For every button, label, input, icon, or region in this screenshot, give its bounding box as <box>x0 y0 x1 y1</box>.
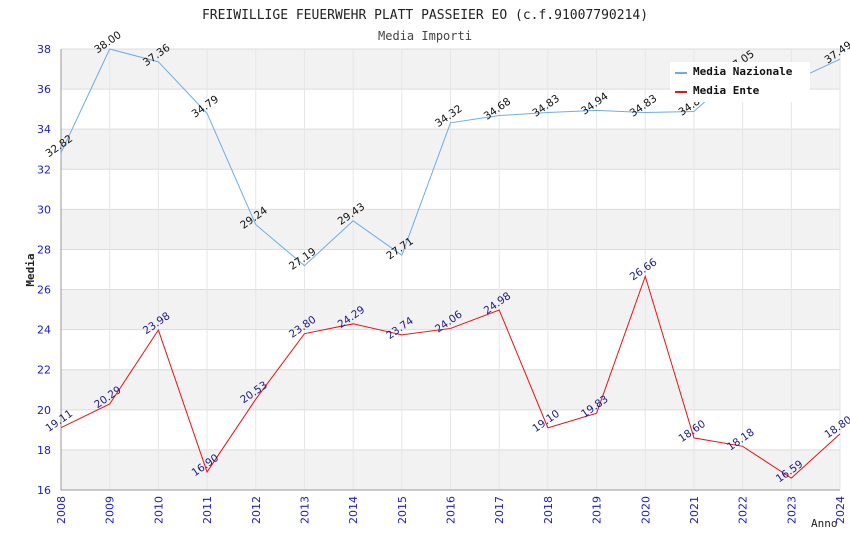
chart-title: FREIWILLIGE FEUERWEHR PLATT PASSEIER EO … <box>202 8 648 23</box>
legend-label-ente: Media Ente <box>693 84 760 97</box>
legend: Media Nazionale Media Ente <box>670 62 810 102</box>
x-axis-label: Anno <box>811 517 838 530</box>
x-tick-label: 2008 <box>55 496 68 524</box>
x-tick-label: 2020 <box>639 496 652 524</box>
x-tick-label: 2018 <box>542 496 555 524</box>
x-tick-label: 2017 <box>493 496 506 524</box>
x-tick-label: 2013 <box>298 496 311 524</box>
y-tick-label: 24 <box>37 324 51 337</box>
y-tick-label: 18 <box>37 444 51 457</box>
x-tick-labels: 2008 2009 2010 2011 2012 2013 2014 2015 2016 2017… <box>55 496 847 524</box>
x-tick-label: 2016 <box>445 496 458 524</box>
x-tick-label: 2021 <box>688 496 701 524</box>
y-tick-labels: 16 18 20 22 24 26 28 30 32 34 36 38 <box>37 43 51 497</box>
legend-background <box>670 62 810 102</box>
y-tick-label: 26 <box>37 284 51 297</box>
y-tick-label: 38 <box>37 43 51 56</box>
x-tick-label: 2023 <box>785 496 798 524</box>
chart-subtitle: Media Importi <box>378 29 472 43</box>
legend-label-nazionale: Media Nazionale <box>693 65 793 78</box>
y-tick-label: 30 <box>37 203 51 216</box>
x-tick-label: 2014 <box>347 496 360 524</box>
x-tick-label: 2024 <box>834 496 847 524</box>
y-axis-label: Media <box>24 253 37 286</box>
x-tick-label: 2011 <box>201 496 214 524</box>
y-tick-label: 32 <box>37 163 51 176</box>
y-tick-label: 20 <box>37 404 51 417</box>
y-tick-label: 22 <box>37 364 51 377</box>
x-tick-label: 2009 <box>104 496 117 524</box>
x-tick-label: 2010 <box>152 496 165 524</box>
series-line-ente <box>60 274 841 479</box>
y-tick-label: 28 <box>37 243 51 256</box>
x-tick-label: 2019 <box>591 496 604 524</box>
y-tick-label: 34 <box>37 123 51 136</box>
x-tick-label: 2015 <box>396 496 409 524</box>
x-tick-label: 2012 <box>250 496 263 524</box>
y-tick-label: 36 <box>37 83 51 96</box>
y-tick-label: 16 <box>37 484 51 497</box>
x-tick-label: 2022 <box>737 496 750 524</box>
